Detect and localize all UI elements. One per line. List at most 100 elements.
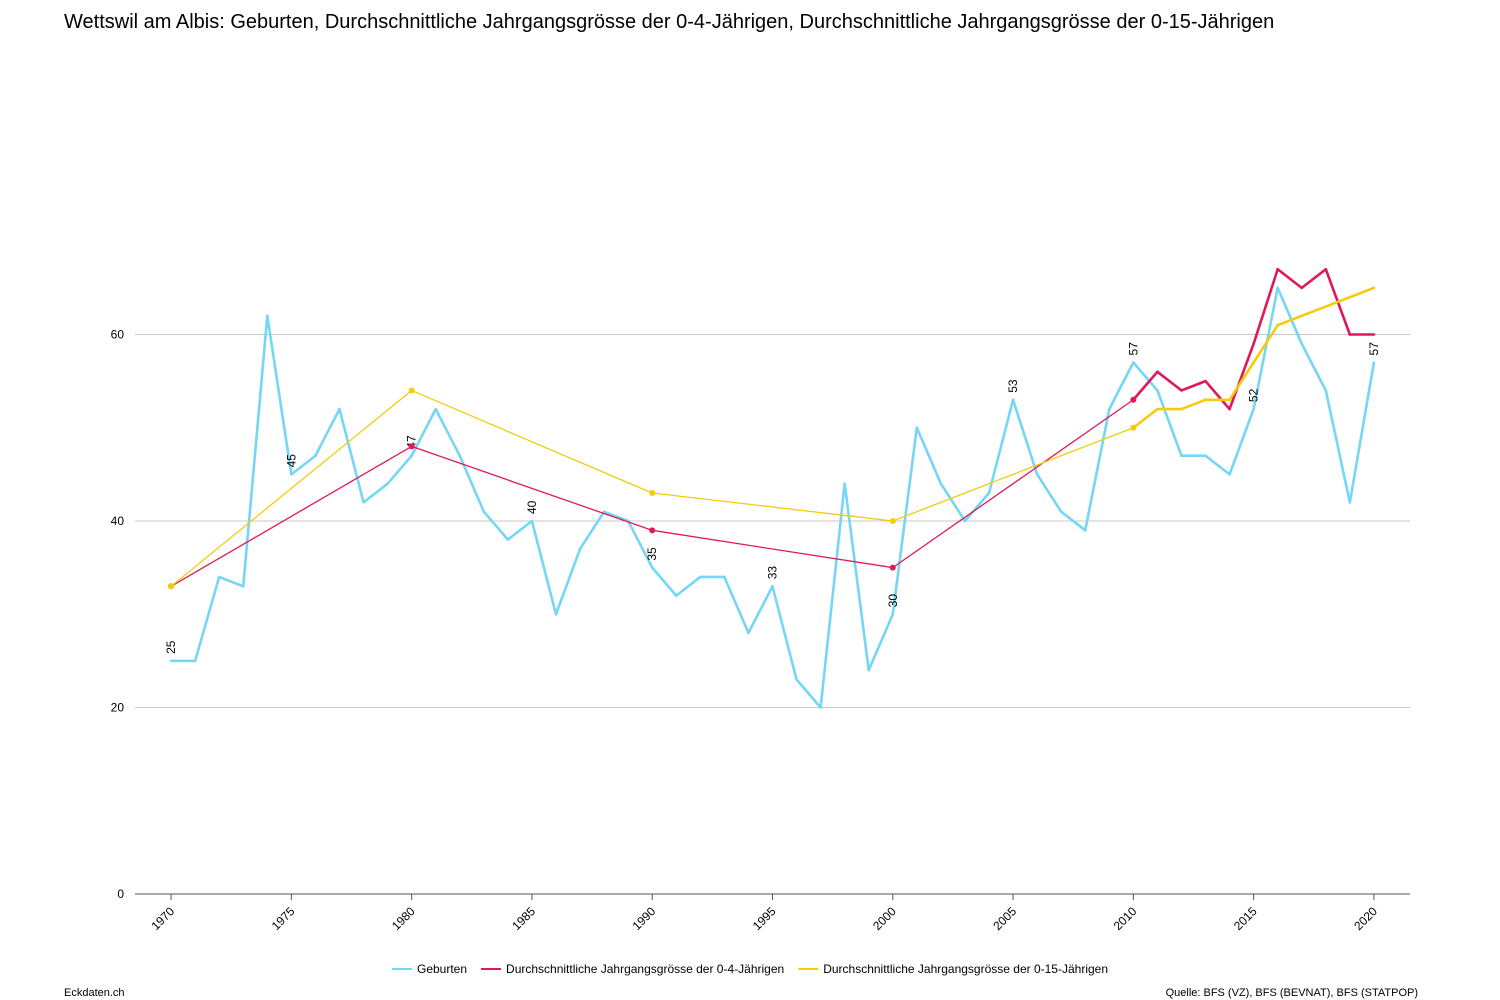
x-tick-label: 1975	[269, 904, 298, 933]
point	[1130, 424, 1137, 431]
legend-label: Durchschnittliche Jahrgangsgrösse der 0-…	[823, 962, 1108, 976]
series-line	[1348, 361, 1376, 504]
series-line	[578, 510, 606, 551]
series-line	[771, 584, 798, 681]
data-label: 25	[164, 640, 178, 654]
legend: Geburten Durchschnittliche Jahrgangsgröss…	[391, 962, 1108, 976]
series-line	[434, 407, 462, 458]
data-label: 53	[1006, 379, 1020, 393]
series-line	[1204, 379, 1231, 411]
series-line	[241, 314, 269, 588]
x-tick-label: 2010	[1111, 904, 1140, 933]
point	[649, 527, 656, 534]
data-label: 33	[766, 566, 780, 580]
series-line	[892, 399, 1134, 569]
series-line	[1156, 389, 1183, 458]
series-line	[1132, 407, 1159, 430]
series-line	[626, 519, 654, 569]
series-line	[338, 407, 365, 504]
series-line	[843, 482, 871, 672]
series-line	[1276, 286, 1304, 346]
series-line	[651, 529, 894, 569]
point	[408, 443, 415, 450]
series-line	[217, 575, 245, 588]
series-line	[939, 482, 967, 523]
point	[889, 564, 896, 571]
legend-label: Durchschnittliche Jahrgangsgrösse der 0-…	[506, 962, 784, 976]
series-line	[819, 482, 846, 709]
legend-label: Geburten	[417, 962, 467, 976]
series-line	[747, 584, 774, 635]
series-line	[1059, 510, 1087, 532]
series-line	[867, 612, 895, 672]
series-line	[1252, 286, 1279, 411]
series-line	[193, 575, 221, 663]
series-line	[1252, 323, 1279, 364]
x-tick-label: 1980	[389, 904, 418, 933]
point	[1130, 396, 1137, 403]
data-label: 52	[1247, 388, 1261, 402]
point	[168, 583, 175, 590]
chart-title: Wettswil am Albis: Geburten, Durchschnit…	[64, 11, 1274, 33]
series-line	[1107, 361, 1135, 411]
series-line	[170, 445, 413, 587]
series-line	[1300, 305, 1328, 318]
point	[408, 387, 415, 394]
brand: Eckdaten.ch	[64, 987, 125, 999]
x-tick-label: 1995	[750, 904, 779, 933]
series-line	[915, 426, 943, 486]
series-line	[1324, 389, 1352, 504]
series-line	[1252, 267, 1279, 346]
series-line	[482, 510, 510, 541]
series-line	[1300, 342, 1328, 392]
series-line	[314, 407, 341, 458]
y-tick-label: 20	[111, 701, 125, 715]
y-tick-label: 0	[117, 887, 124, 901]
x-tick-label: 1985	[509, 904, 538, 933]
series-line	[1228, 361, 1255, 402]
series-line	[362, 482, 389, 504]
source: Quelle: BFS (VZ), BFS (BEVNAT), BFS (STA…	[1166, 987, 1418, 999]
series-line	[650, 566, 678, 597]
x-tick-label: 2005	[990, 904, 1019, 933]
series-line	[411, 389, 653, 494]
data-label: 57	[1367, 342, 1381, 356]
series-line	[987, 398, 1015, 495]
series-line	[170, 389, 413, 587]
series-line	[963, 491, 991, 523]
series-line	[266, 314, 293, 476]
series-line	[530, 519, 558, 616]
data-label: 35	[645, 547, 659, 561]
series-line	[1156, 370, 1183, 392]
y-tick-label: 60	[111, 328, 125, 342]
series-line	[723, 575, 750, 635]
data-label: 45	[284, 454, 298, 468]
data-label: 30	[886, 594, 900, 608]
series-line	[1300, 267, 1328, 290]
series-line	[1276, 267, 1304, 290]
series-line	[290, 454, 317, 476]
point	[649, 490, 656, 497]
data-label: 57	[1126, 342, 1140, 356]
series-line	[506, 519, 534, 541]
point	[889, 518, 896, 524]
y-tick-label: 40	[111, 514, 125, 528]
series-line	[411, 445, 653, 531]
series-line	[1132, 361, 1159, 392]
series-line	[1348, 286, 1376, 299]
series-line	[795, 678, 822, 709]
data-label: 40	[525, 500, 539, 514]
series-line	[602, 510, 630, 523]
x-tick-label: 2015	[1231, 904, 1260, 933]
series-line	[1276, 314, 1304, 327]
x-tick-label: 1970	[148, 904, 177, 933]
series-line	[1035, 473, 1063, 513]
x-tick-label: 2020	[1351, 904, 1380, 933]
series-line	[1228, 342, 1255, 411]
series-line	[1204, 454, 1231, 476]
series-line	[1083, 407, 1111, 532]
series-line	[1228, 407, 1255, 476]
series-line	[1180, 379, 1207, 392]
series-line	[891, 426, 919, 616]
series-line	[386, 454, 413, 486]
